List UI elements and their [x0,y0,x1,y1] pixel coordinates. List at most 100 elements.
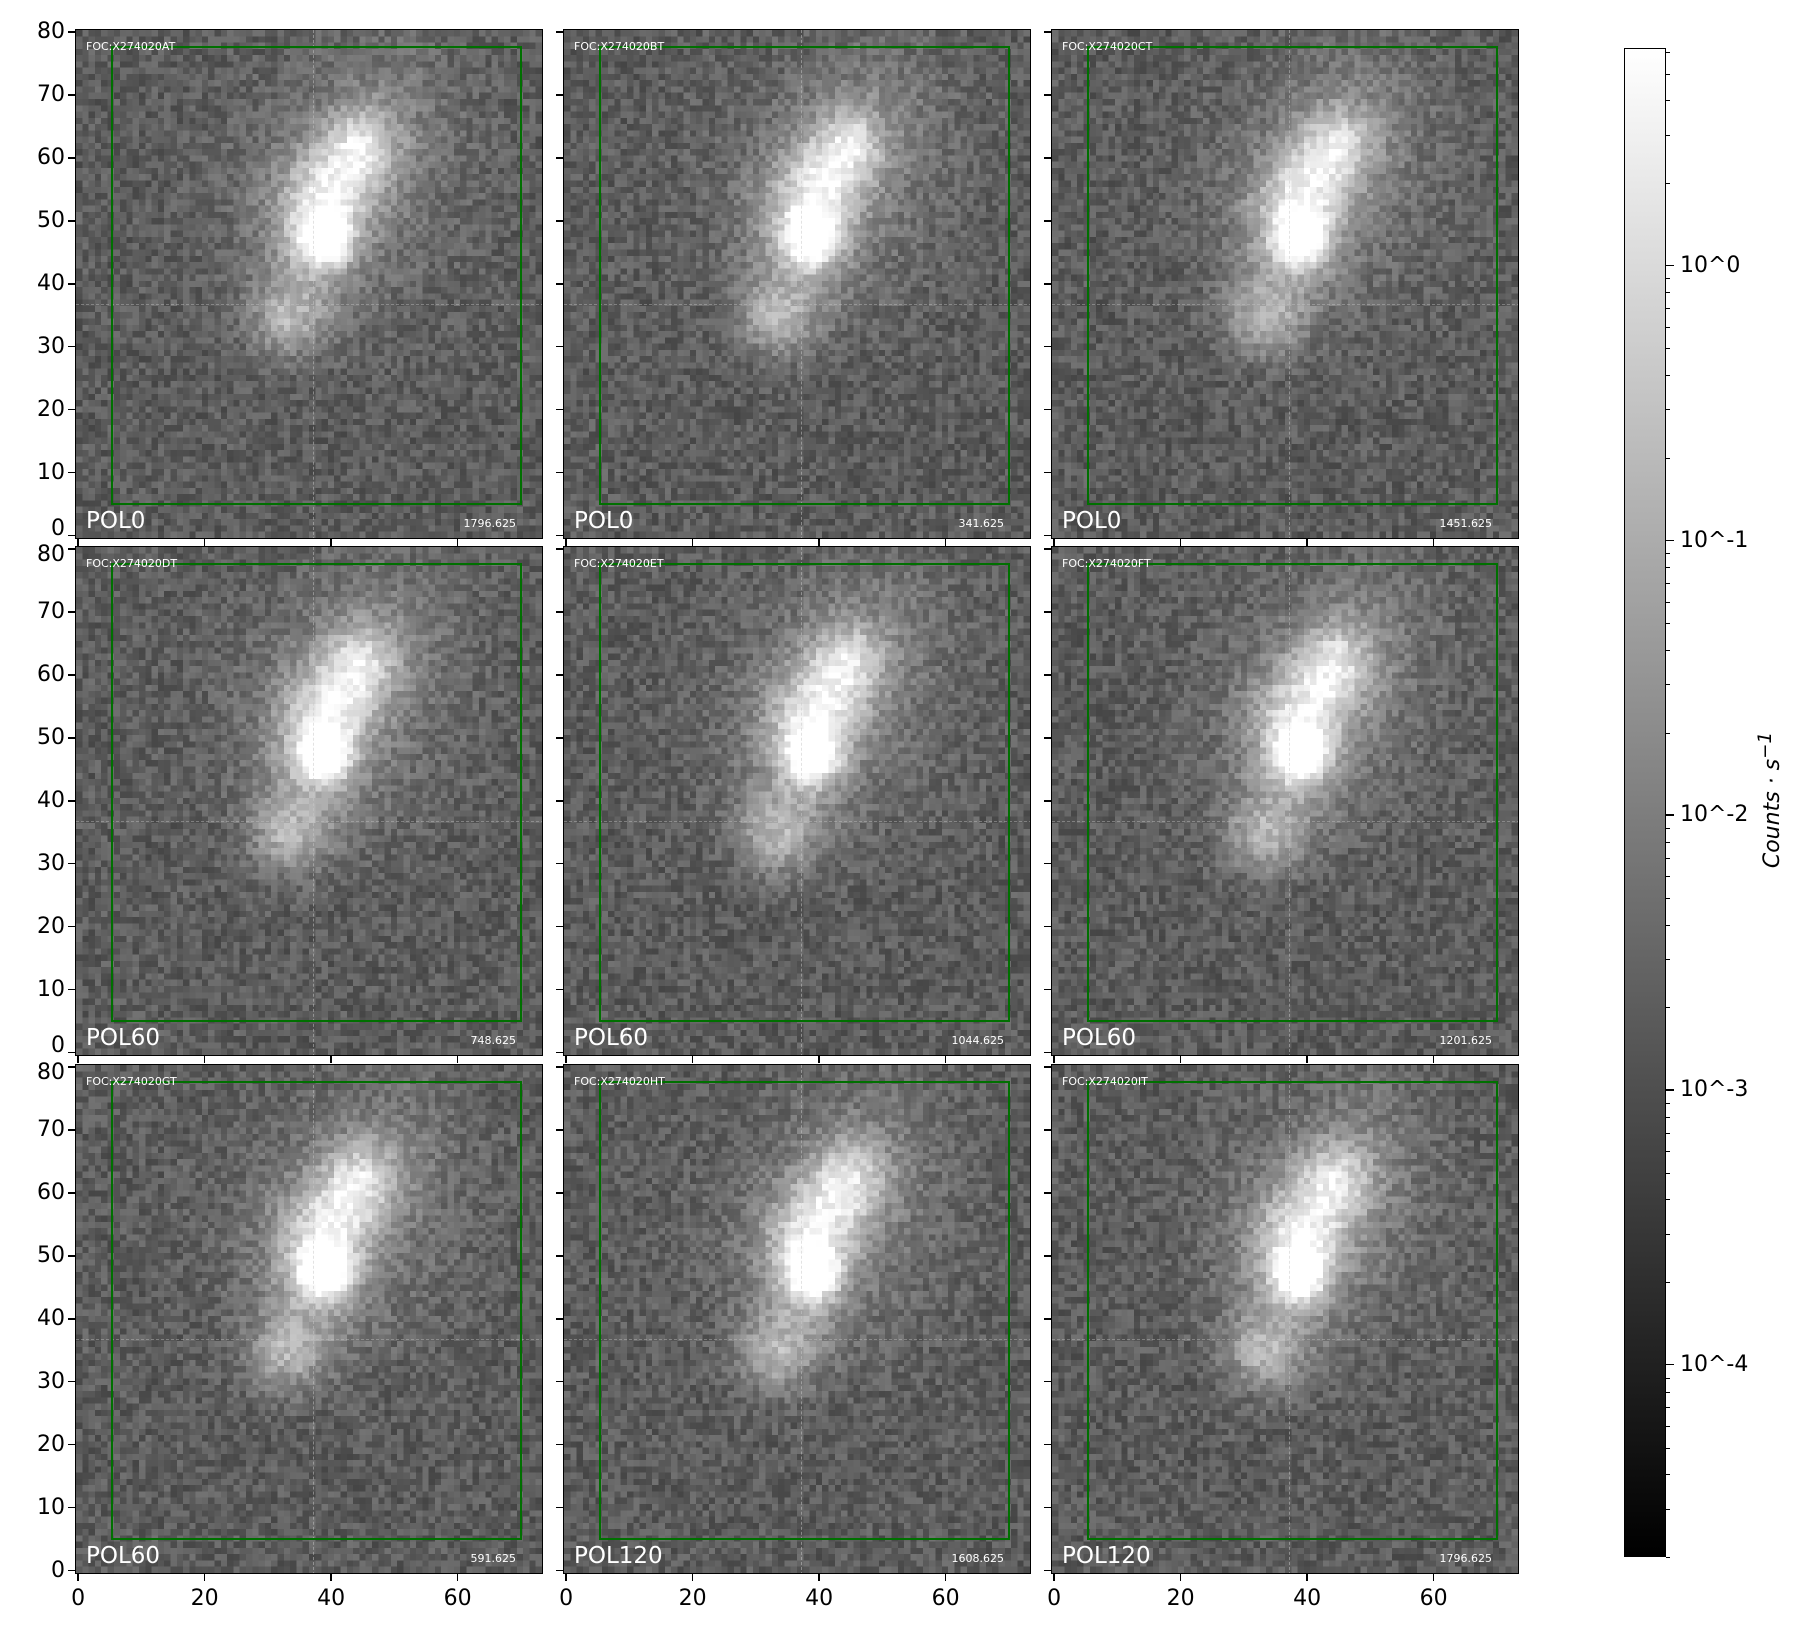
y-tick [68,1129,75,1131]
x-tick-label: 20 [190,1586,219,1611]
colorbar-minor-tick [1666,857,1670,859]
panel-exposure-value: 1044.625 [951,1034,1005,1047]
colorbar-minor-tick [1666,1172,1670,1174]
x-tick-label: 60 [931,1586,960,1611]
colorbar-minor-tick [1666,876,1670,878]
crosshair-vertical [313,30,315,538]
crosshair-horizontal [76,1338,542,1340]
crosshair-horizontal [1052,1338,1518,1340]
y-tick [556,548,563,550]
panel-exposure-value: 1451.625 [1439,517,1493,530]
image-canvas [564,547,1030,1055]
x-tick [565,539,567,546]
y-tick [68,220,75,222]
colorbar-minor-tick [1666,1233,1670,1235]
y-tick-label: 70 [37,1117,65,1143]
image-panel: FOC:X274020HT POL120 1608.625 [563,1064,1031,1574]
x-tick [944,1574,947,1581]
colorbar-minor-tick [1666,1282,1670,1284]
colorbar-minor-tick [1666,959,1670,961]
y-tick [556,1569,563,1572]
panel-filter-label: POL60 [574,1025,649,1051]
y-tick [1044,157,1051,159]
x-tick [1053,1056,1055,1063]
x-tick [203,1574,206,1581]
y-tick [68,1192,75,1194]
y-tick-label: 50 [37,208,65,234]
colorbar-minor-tick [1666,278,1670,280]
y-tick [68,471,75,474]
colorbar-minor-tick [1666,134,1670,136]
y-tick-label: 60 [37,145,65,171]
colorbar-minor-tick [1666,841,1670,843]
y-tick-label: 40 [37,271,65,296]
colorbar-tick [1666,814,1674,816]
panel-exposure-value: 341.625 [958,517,1005,530]
image-panel: FOC:X274020DT POL60 748.625 [75,546,543,1056]
x-tick [456,539,459,546]
roi-box [110,1080,522,1541]
x-tick-label: 20 [1166,1586,1195,1611]
x-tick [77,1574,79,1581]
y-tick [68,925,75,928]
colorbar-tick-label: 10^-2 [1680,802,1749,828]
x-tick [203,1056,206,1063]
x-tick-label: 60 [443,1586,472,1611]
y-tick [68,534,75,537]
x-tick [691,1574,694,1581]
colorbar-tick [1666,1363,1674,1366]
colorbar-minor-tick [1666,183,1670,185]
colorbar-tick [1666,539,1674,542]
y-tick-label: 80 [37,19,65,45]
y-tick [68,1569,75,1572]
crosshair-vertical [801,30,803,538]
colorbar-minor-tick [1666,684,1670,686]
x-tick [691,539,694,546]
crosshair-vertical [313,547,315,1055]
x-tick [1179,1574,1182,1581]
x-tick-label: 0 [559,1586,574,1611]
y-tick [556,408,563,411]
y-tick [68,1255,75,1257]
y-tick [556,31,563,33]
y-tick [68,548,75,550]
y-tick [1044,31,1051,33]
x-tick [330,1574,332,1581]
image-panel: FOC:X274020CT POL0 1451.625 [1051,29,1519,539]
colorbar-minor-tick [1666,1391,1670,1393]
x-tick [1432,539,1435,546]
colorbar-label-exponent: −1 [1754,731,1776,759]
colorbar-minor-tick [1666,1407,1670,1409]
colorbar-minor-tick [1666,924,1670,926]
x-tick-label: 40 [805,1586,834,1611]
colorbar-minor-tick [1666,583,1670,585]
panel-title: FOC:X274020HT [574,1075,665,1088]
y-tick [68,94,75,96]
colorbar-minor-tick [1666,326,1670,328]
roi-box [1086,1080,1498,1541]
y-tick [556,800,563,802]
colorbar-minor-tick [1666,1447,1670,1449]
y-tick [1044,345,1051,348]
y-tick [1044,408,1051,411]
y-tick-label: 0 [51,1032,65,1058]
x-tick [1306,1056,1308,1063]
y-tick [556,283,563,285]
image-panel: FOC:X274020BT POL0 341.625 [563,29,1031,539]
y-tick-label: 80 [37,1060,65,1086]
colorbar-minor-tick [1666,649,1670,651]
colorbar-minor-tick [1666,457,1670,459]
x-tick [818,539,820,546]
colorbar-minor-tick [1666,1102,1670,1104]
colorbar-tick-label: 10^0 [1680,252,1741,278]
panel-exposure-value: 1796.625 [463,517,517,530]
x-tick [1432,1056,1435,1063]
y-tick [556,94,563,96]
x-tick [1053,1574,1055,1581]
colorbar-minor-tick [1666,1474,1670,1476]
panel-exposure-value: 1608.625 [951,1552,1005,1565]
x-tick [456,1574,459,1581]
y-tick-label: 80 [37,542,65,568]
roi-box [1086,45,1498,506]
y-tick [1044,94,1051,96]
